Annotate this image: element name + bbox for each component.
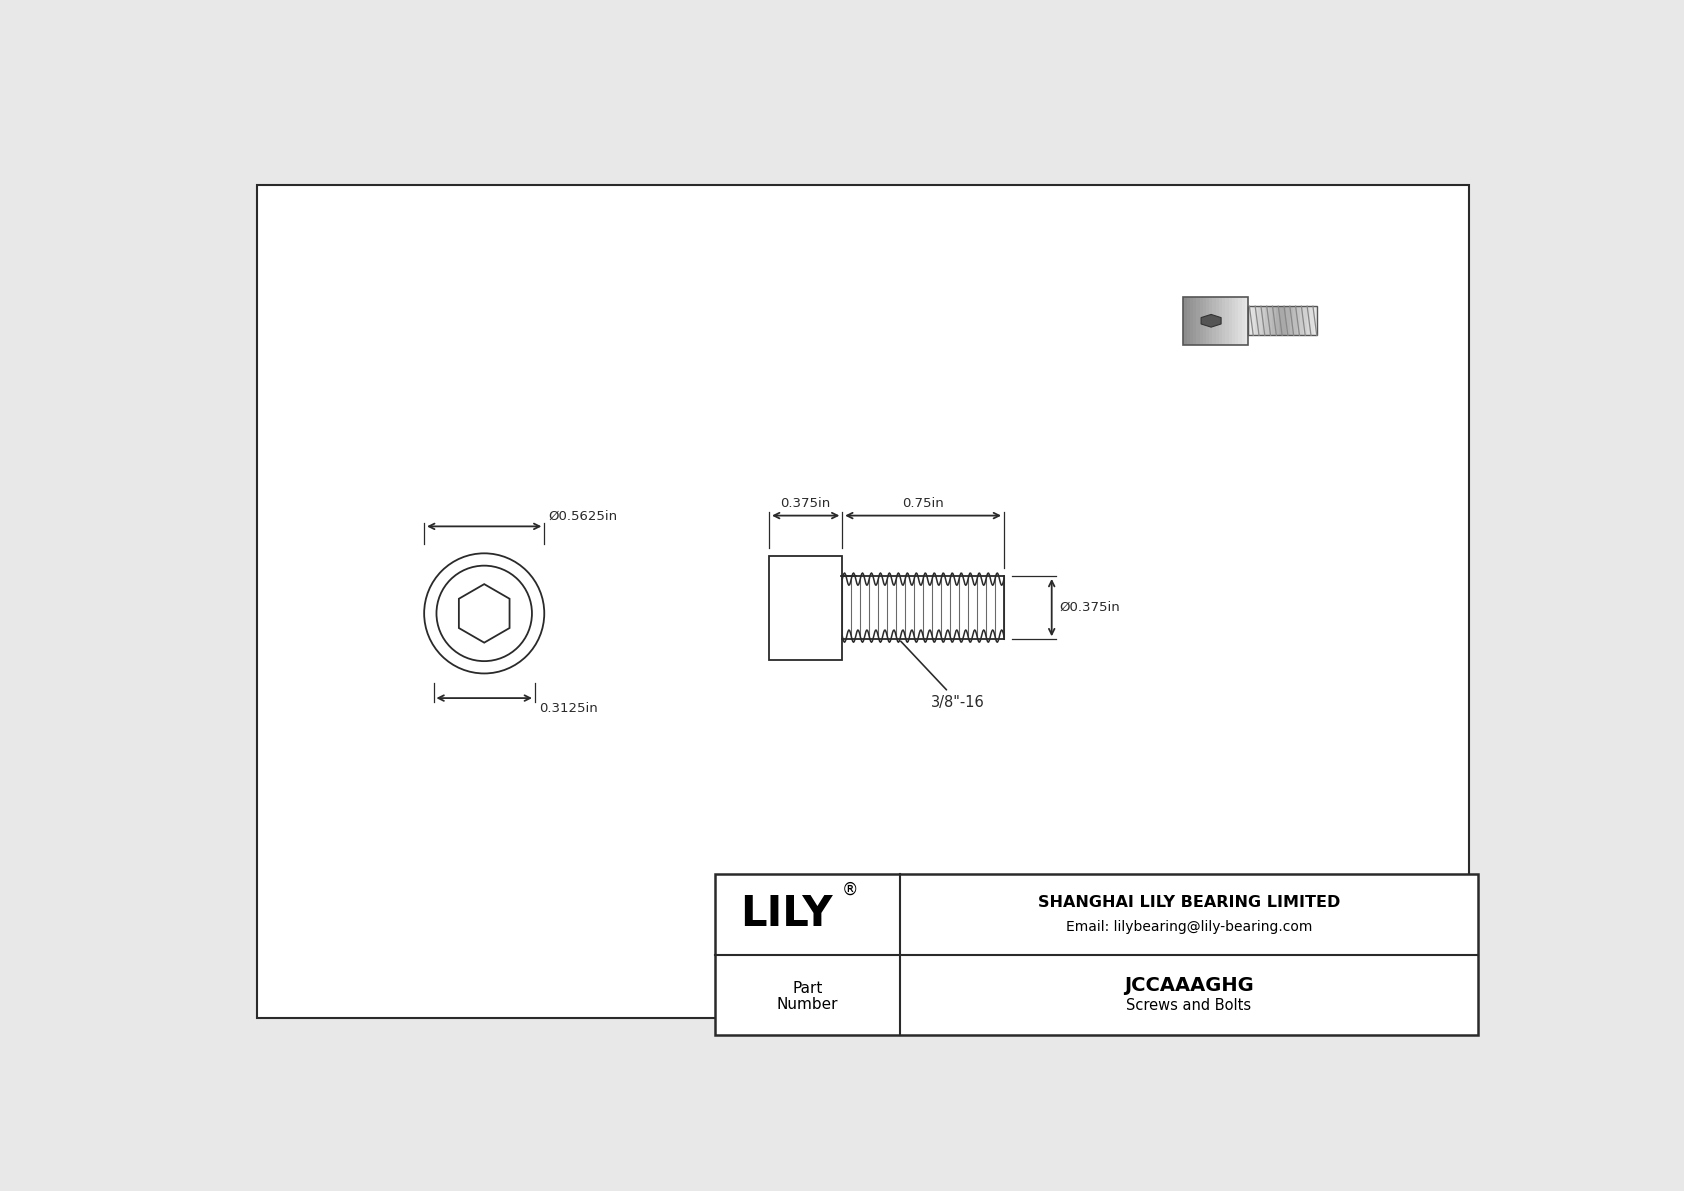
Bar: [1192, 297, 1196, 344]
Text: 0.375in: 0.375in: [781, 497, 830, 510]
Bar: [1293, 306, 1297, 336]
Bar: [1314, 306, 1317, 336]
Bar: [1212, 297, 1216, 344]
Bar: [1206, 297, 1209, 344]
Bar: [1268, 306, 1273, 336]
Bar: [1255, 306, 1258, 336]
Text: Number: Number: [776, 997, 839, 1012]
Bar: [1199, 297, 1202, 344]
Text: 3/8"-16: 3/8"-16: [901, 641, 985, 710]
Text: 0.3125in: 0.3125in: [539, 701, 598, 715]
Bar: [1196, 297, 1199, 344]
Bar: [1290, 306, 1293, 336]
Text: ®: ®: [842, 880, 859, 898]
Text: Ø0.5625in: Ø0.5625in: [547, 510, 618, 523]
Bar: [1191, 297, 1192, 344]
Bar: [716, 874, 1477, 1035]
Text: Ø0.375in: Ø0.375in: [1059, 601, 1120, 615]
Bar: [1223, 297, 1226, 344]
Text: Part: Part: [793, 981, 823, 996]
Bar: [1244, 297, 1248, 344]
Text: Email: lilybearing@lily-bearing.com: Email: lilybearing@lily-bearing.com: [1066, 921, 1312, 934]
Bar: [1307, 306, 1310, 336]
Bar: [1184, 297, 1187, 344]
Bar: [1233, 297, 1234, 344]
Bar: [1261, 306, 1265, 336]
Bar: [770, 556, 842, 660]
Bar: [1265, 306, 1268, 336]
Bar: [1209, 297, 1212, 344]
Bar: [1229, 297, 1233, 344]
Bar: [1283, 306, 1287, 336]
Bar: [1202, 297, 1206, 344]
Bar: [1280, 306, 1283, 336]
Bar: [1238, 297, 1241, 344]
Text: LILY: LILY: [739, 893, 832, 935]
Bar: [1226, 297, 1229, 344]
Bar: [1287, 306, 1290, 336]
Polygon shape: [1201, 314, 1221, 328]
Bar: [1187, 297, 1191, 344]
Text: 0.75in: 0.75in: [903, 497, 945, 510]
Bar: [1310, 306, 1314, 336]
Bar: [1219, 297, 1223, 344]
Bar: [1216, 297, 1219, 344]
Bar: [1251, 306, 1255, 336]
Bar: [1300, 306, 1303, 336]
Bar: [1234, 297, 1238, 344]
Text: JCCAAAGHG: JCCAAAGHG: [1123, 977, 1253, 996]
Text: Screws and Bolts: Screws and Bolts: [1127, 998, 1251, 1014]
Bar: [1248, 306, 1317, 336]
Bar: [1184, 297, 1248, 344]
Bar: [1303, 306, 1307, 336]
Bar: [1276, 306, 1280, 336]
Bar: [1297, 306, 1300, 336]
Text: SHANGHAI LILY BEARING LIMITED: SHANGHAI LILY BEARING LIMITED: [1037, 894, 1340, 910]
Bar: [1273, 306, 1276, 336]
Bar: [1258, 306, 1261, 336]
Bar: [1241, 297, 1244, 344]
Bar: [1248, 306, 1251, 336]
